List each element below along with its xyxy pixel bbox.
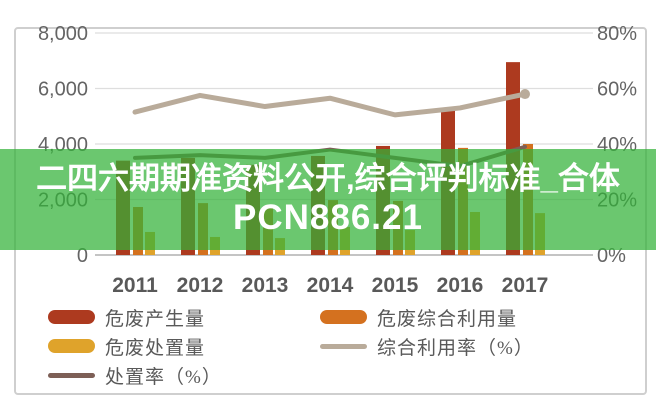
legend-label: 危废产生量 — [105, 308, 206, 330]
legend-label: 危废处置量 — [105, 337, 206, 359]
banner-title-text: 二四六期期准资料公开,综合评判标准_合体 — [36, 161, 620, 197]
category-label: 2013 — [242, 274, 289, 297]
category-labels: 2011 2012 2013 2014 2015 2016 2017 — [112, 274, 548, 297]
category-label: 2011 — [112, 274, 158, 297]
right-axis-tick: 0% — [597, 245, 626, 267]
legend-item-0: 危废产生量 — [48, 306, 320, 330]
chart-legend: 危废产生量 危废综合利用量危废处置量 综合利用率（%） 处置率（%） — [48, 306, 614, 388]
legend-label: 处置率（%） — [105, 366, 222, 388]
legend-swatch-bar — [48, 339, 95, 353]
category-label: 2015 — [372, 274, 419, 297]
legend-swatch-line — [320, 343, 367, 349]
category-label: 2017 — [502, 274, 549, 297]
left-axis-tick: 8,000 — [38, 23, 88, 45]
legend-item-2: 危废处置量 — [48, 335, 320, 359]
legend-swatch-bar — [48, 310, 95, 324]
legend-label: 危废综合利用量 — [377, 308, 518, 330]
watermark-banner: 二四六期期准资料公开,综合评判标准_合体 PCN886.21 — [0, 149, 656, 250]
right-axis-tick: 60% — [597, 79, 637, 101]
legend-item-4: 处置率（%） — [48, 364, 320, 388]
category-label: 2016 — [437, 274, 484, 297]
category-label: 2014 — [307, 274, 354, 297]
line-end-marker — [520, 89, 530, 100]
line-utilization-rate — [132, 89, 530, 118]
left-axis-tick: 6,000 — [38, 79, 88, 101]
legend-swatch-bar — [320, 310, 367, 324]
legend-item-1: 危废综合利用量 — [320, 306, 614, 330]
left-axis-tick: 0 — [77, 245, 88, 267]
legend-item-3: 综合利用率（%） — [320, 335, 614, 359]
category-label: 2012 — [177, 274, 224, 297]
banner-code-text: PCN886.21 — [233, 198, 423, 238]
legend-label: 综合利用率（%） — [377, 337, 534, 359]
legend-swatch-line — [48, 372, 95, 378]
right-axis-tick: 80% — [597, 23, 637, 45]
